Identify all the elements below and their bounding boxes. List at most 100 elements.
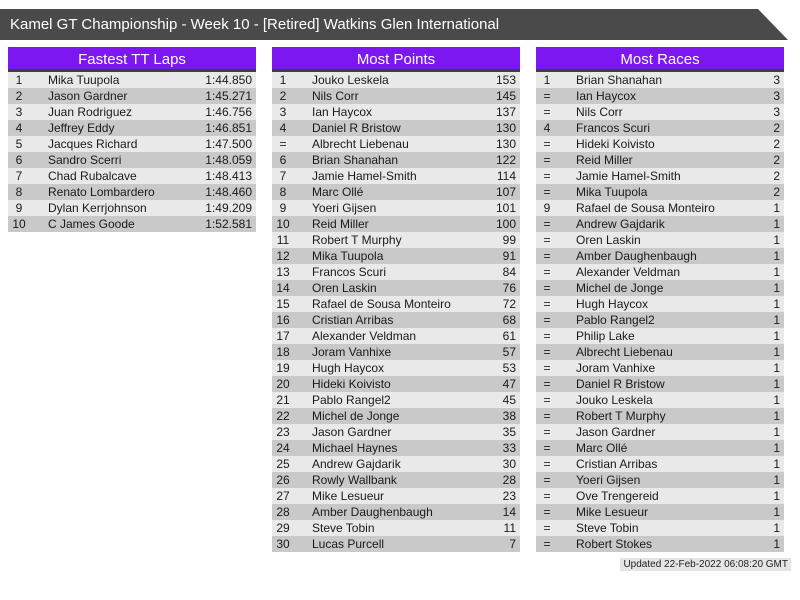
rank-cell: =: [543, 393, 551, 407]
name-cell: Jamie Hamel-Smith: [312, 169, 417, 183]
table-most-races: Most Races 1 Brian Shanahan 3 = Ian Haycox 3 =…: [536, 47, 784, 552]
table-row: = Mike Lesueur 1: [536, 504, 784, 520]
value-cell: 38: [502, 409, 516, 423]
value-cell: 1: [773, 313, 780, 327]
value-cell: 1:46.756: [205, 105, 252, 119]
rank-cell: 4: [543, 121, 551, 135]
table-row: = Ian Haycox 3: [536, 88, 784, 104]
table-row: 16 Cristian Arribas 68: [272, 312, 520, 328]
table-row: = Alexander Veldman 1: [536, 264, 784, 280]
rank-cell: 26: [276, 473, 290, 487]
name-cell: Oren Laskin: [576, 233, 641, 247]
name-cell: Michel de Jonge: [576, 281, 664, 295]
rank-cell: 12: [276, 249, 290, 263]
table-row: 5 Jacques Richard 1:47.500: [8, 136, 256, 152]
name-cell: Jacques Richard: [48, 137, 138, 151]
table-row: 26 Rowly Wallbank 28: [272, 472, 520, 488]
table-row: 11 Robert T Murphy 99: [272, 232, 520, 248]
table-row: = Jamie Hamel-Smith 2: [536, 168, 784, 184]
value-cell: 153: [495, 73, 516, 87]
name-cell: Mika Tuupola: [576, 185, 648, 199]
value-cell: 99: [502, 233, 516, 247]
table-body: 1 Jouko Leskela 153 2 Nils Corr 145 3 Ian Hayco…: [272, 72, 520, 552]
value-cell: 3: [773, 73, 780, 87]
rank-cell: 24: [276, 441, 290, 455]
value-cell: 3: [773, 105, 780, 119]
value-cell: 1: [773, 473, 780, 487]
rank-cell: =: [543, 345, 551, 359]
rank-cell: =: [543, 441, 551, 455]
table-row: = Ove Trengereid 1: [536, 488, 784, 504]
table-row: 12 Mika Tuupola 91: [272, 248, 520, 264]
table-row: = Nils Corr 3: [536, 104, 784, 120]
name-cell: Oren Laskin: [312, 281, 377, 295]
name-cell: Alexander Veldman: [312, 329, 417, 343]
value-cell: 1: [773, 265, 780, 279]
value-cell: 11: [503, 521, 516, 535]
table-row: 27 Mike Lesueur 23: [272, 488, 520, 504]
table-row: = Oren Laskin 1: [536, 232, 784, 248]
table-row: 1 Jouko Leskela 153: [272, 72, 520, 88]
table-row: = Pablo Rangel2 1: [536, 312, 784, 328]
rank-cell: 19: [276, 361, 290, 375]
rank-cell: 21: [276, 393, 290, 407]
rank-cell: =: [543, 297, 551, 311]
name-cell: Daniel R Bristow: [312, 121, 401, 135]
table-fastest-tt-laps: Fastest TT Laps 1 Mika Tuupola 1:44.850 2 Ja…: [8, 47, 256, 232]
title-bar: Kamel GT Championship - Week 10 - [Retir…: [0, 9, 788, 40]
value-cell: 1: [773, 409, 780, 423]
table-row: = Hugh Haycox 1: [536, 296, 784, 312]
value-cell: 1: [773, 521, 780, 535]
table-title: Most Points: [272, 47, 520, 72]
rank-cell: 18: [276, 345, 290, 359]
table-row: = Robert T Murphy 1: [536, 408, 784, 424]
name-cell: Lucas Purcell: [312, 537, 385, 551]
value-cell: 53: [502, 361, 516, 375]
name-cell: Francos Scuri: [312, 265, 387, 279]
name-cell: Jouko Leskela: [312, 73, 389, 87]
rank-cell: =: [543, 249, 551, 263]
name-cell: Philip Lake: [576, 329, 635, 343]
value-cell: 1: [773, 297, 780, 311]
rank-cell: =: [543, 217, 551, 231]
name-cell: Nils Corr: [576, 105, 623, 119]
name-cell: Francos Scuri: [576, 121, 651, 135]
name-cell: Jouko Leskela: [576, 393, 653, 407]
value-cell: 1: [773, 201, 780, 215]
name-cell: Joram Vanhixe: [576, 361, 656, 375]
name-cell: Rafael de Sousa Monteiro: [576, 201, 715, 215]
rank-cell: =: [543, 105, 551, 119]
value-cell: 91: [502, 249, 516, 263]
rank-cell: 15: [276, 297, 290, 311]
table-row: = Mika Tuupola 2: [536, 184, 784, 200]
name-cell: Juan Rodriguez: [48, 105, 133, 119]
name-cell: Renato Lombardero: [48, 185, 155, 199]
name-cell: Jason Gardner: [312, 425, 392, 439]
rank-cell: 17: [276, 329, 290, 343]
value-cell: 1:49.209: [205, 201, 252, 215]
value-cell: 61: [502, 329, 516, 343]
name-cell: Hugh Haycox: [312, 361, 385, 375]
rank-cell: 25: [276, 457, 290, 471]
table-row: 22 Michel de Jonge 38: [272, 408, 520, 424]
value-cell: 1: [773, 233, 780, 247]
rank-cell: 27: [276, 489, 290, 503]
table-row: = Daniel R Bristow 1: [536, 376, 784, 392]
rank-cell: =: [543, 329, 551, 343]
rank-cell: =: [543, 265, 551, 279]
rank-cell: 7: [279, 169, 287, 183]
table-row: 23 Jason Gardner 35: [272, 424, 520, 440]
name-cell: Brian Shanahan: [312, 153, 399, 167]
value-cell: 35: [502, 425, 516, 439]
rank-cell: 1: [15, 73, 23, 87]
updated-timestamp: Updated 22-Feb-2022 06:08:20 GMT: [620, 558, 791, 571]
name-cell: Mike Lesueur: [576, 505, 649, 519]
table-row: 9 Dylan Kerrjohnson 1:49.209: [8, 200, 256, 216]
rank-cell: =: [543, 521, 551, 535]
name-cell: Amber Daughenbaugh: [312, 505, 433, 519]
rank-cell: 6: [15, 153, 23, 167]
name-cell: Cristian Arribas: [576, 457, 658, 471]
rank-cell: 4: [279, 121, 287, 135]
table-most-points: Most Points 1 Jouko Leskela 153 2 Nils Corr 1…: [272, 47, 520, 552]
table-row: 3 Juan Rodriguez 1:46.756: [8, 104, 256, 120]
